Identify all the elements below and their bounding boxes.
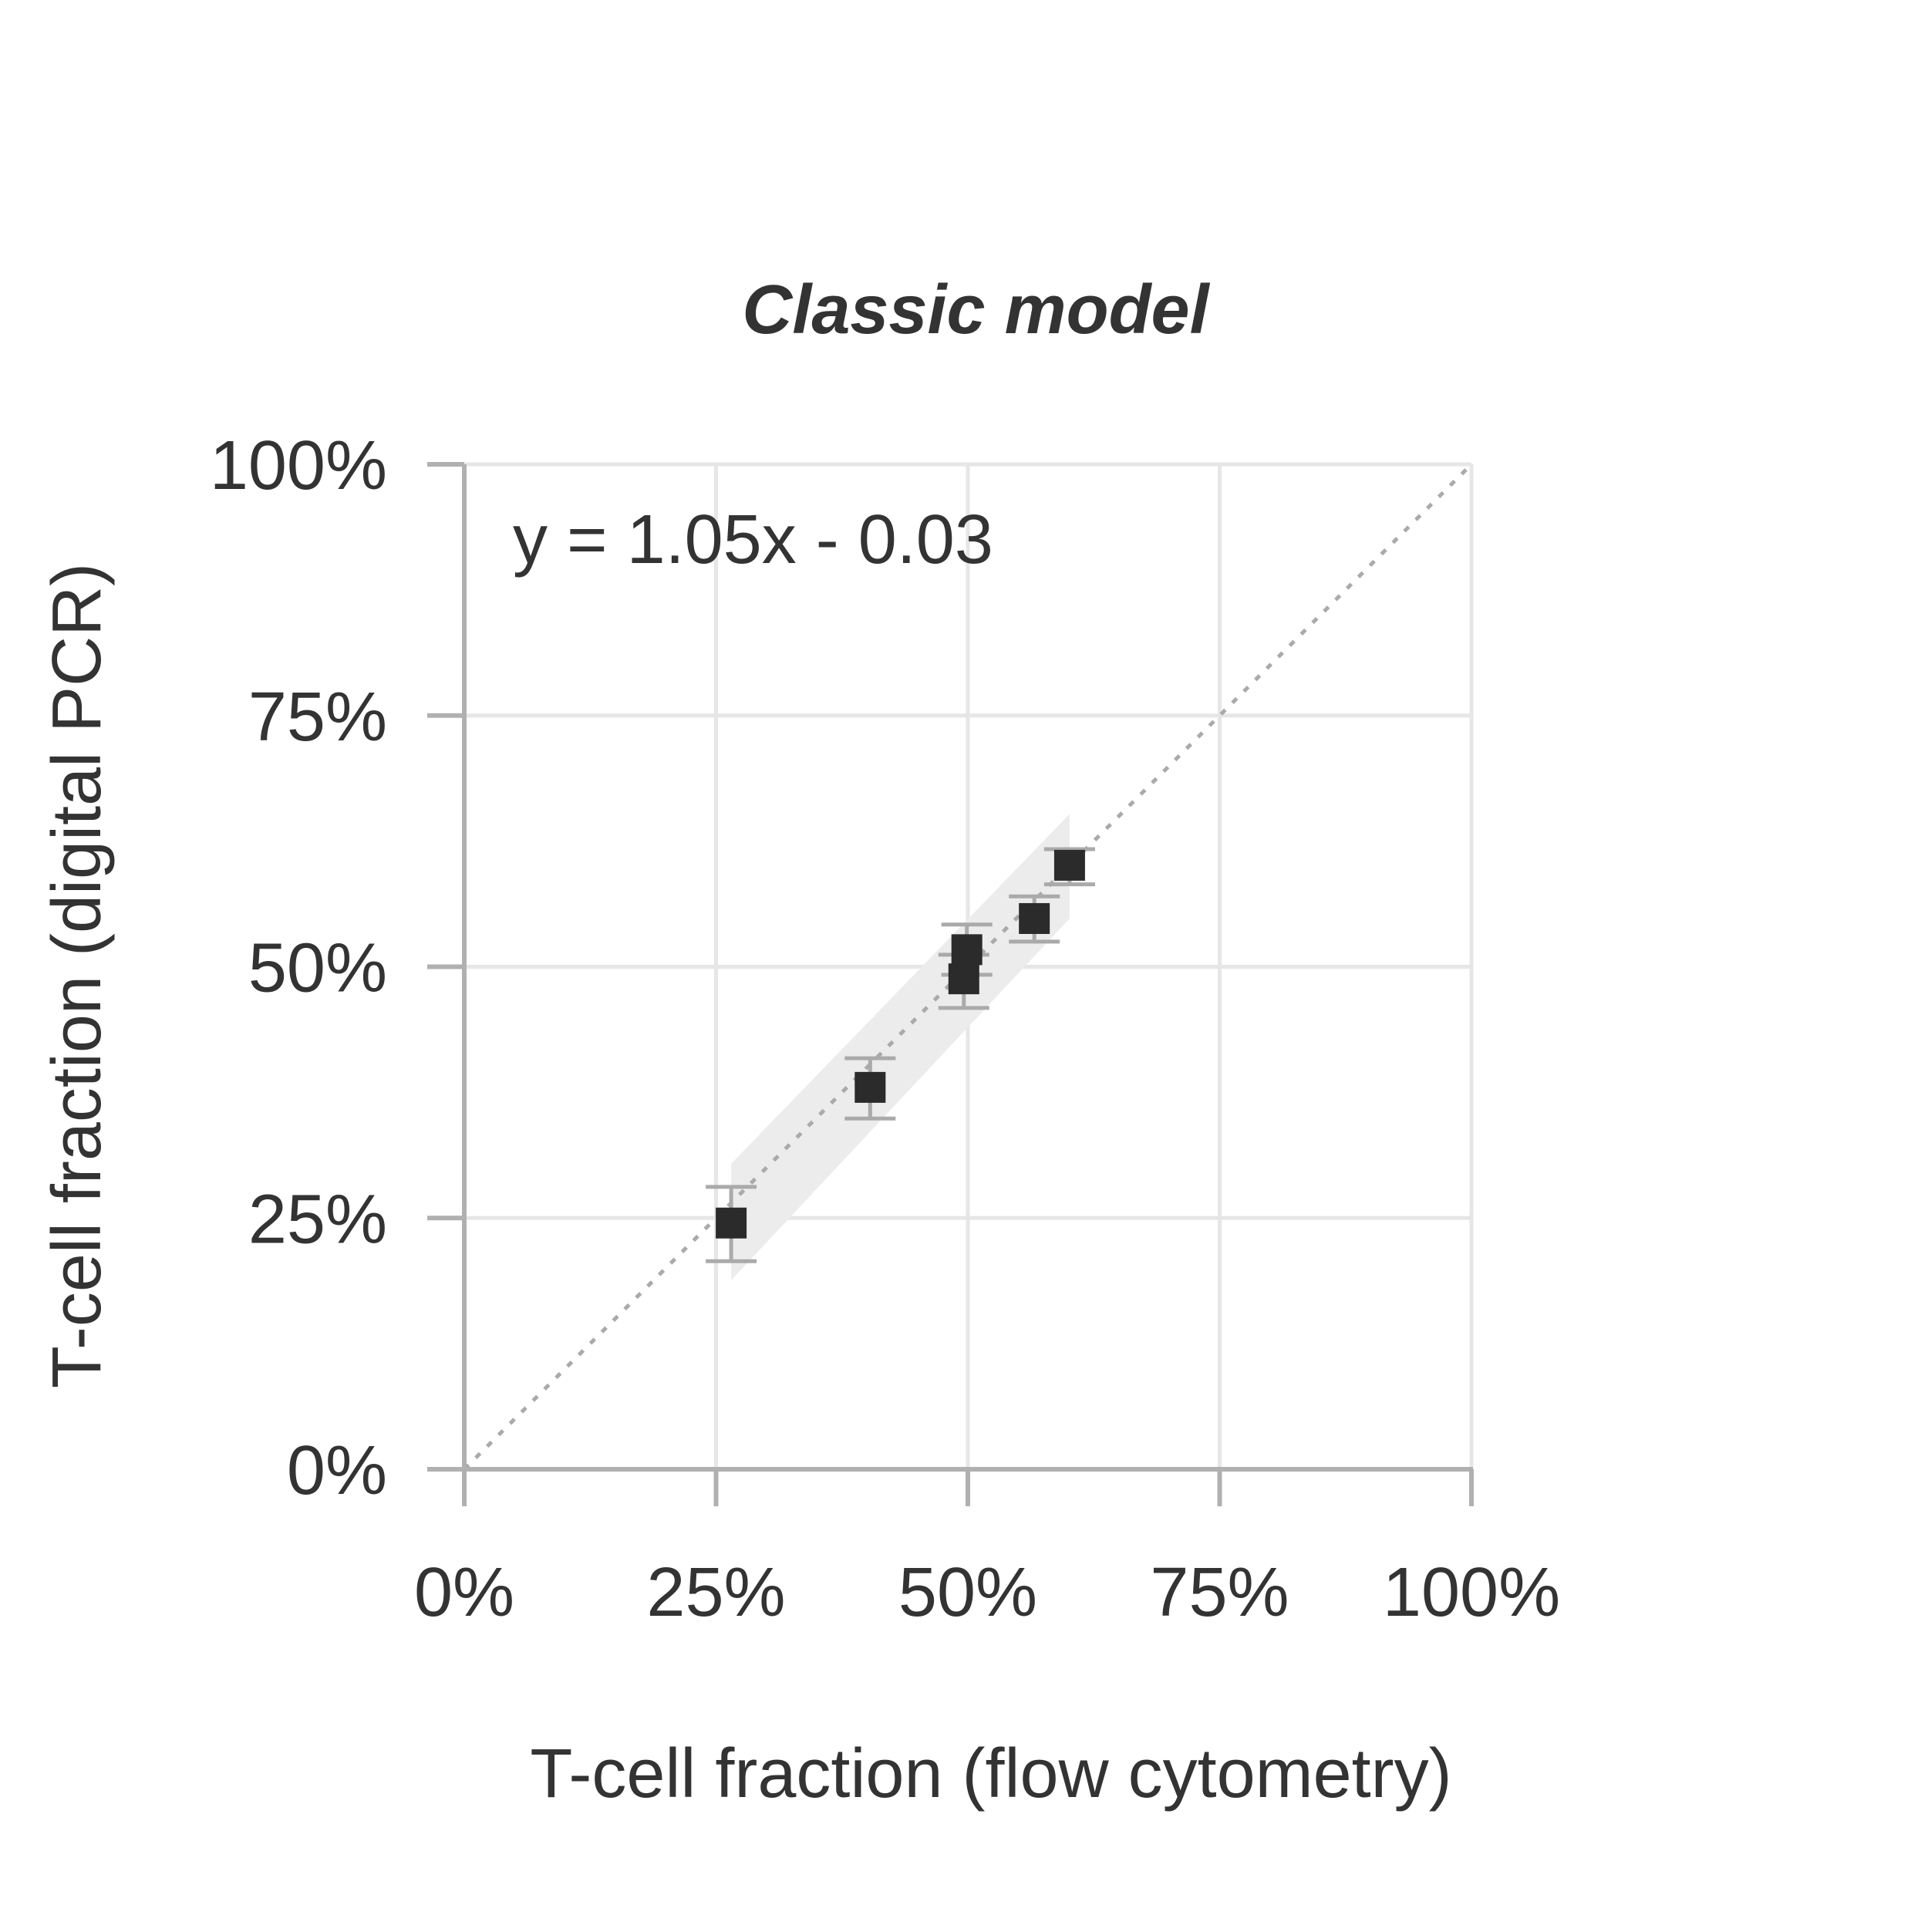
y-axis-title: T-cell fraction (digital PCR) xyxy=(39,563,116,1388)
confidence-band-area xyxy=(731,814,1070,1281)
x-tick-label: 100% xyxy=(1383,1554,1560,1631)
confidence-band xyxy=(731,814,1070,1281)
y-tick-label: 25% xyxy=(248,1181,387,1258)
regression-equation: y = 1.05x - 0.03 xyxy=(513,501,993,578)
y-tick-label: 100% xyxy=(210,427,387,504)
y-tick-label: 50% xyxy=(248,930,387,1007)
y-tick-label: 0% xyxy=(287,1432,387,1509)
chart-title: Classic model xyxy=(742,271,1210,349)
x-tick-label: 50% xyxy=(898,1554,1037,1631)
x-axis-title: T-cell fraction (flow cytometry) xyxy=(530,1735,1451,1812)
identity-line xyxy=(463,463,1473,1471)
x-tick-label: 75% xyxy=(1150,1554,1289,1631)
data-point xyxy=(1053,849,1085,881)
data-point xyxy=(1019,902,1050,934)
tick-labels: 0% 25% 50% 75% 100% 0% 25% 50% 75% 100% xyxy=(210,427,1560,1631)
data-point xyxy=(951,934,983,966)
x-tick-label: 0% xyxy=(414,1554,514,1631)
y-tick-label: 75% xyxy=(248,679,387,756)
identity-dotted-line xyxy=(463,463,1473,1471)
data-point xyxy=(716,1207,747,1239)
data-point xyxy=(854,1071,886,1103)
data-points xyxy=(716,849,1085,1239)
x-tick-label: 25% xyxy=(646,1554,785,1631)
axes xyxy=(427,462,1474,1506)
data-point xyxy=(948,963,979,995)
